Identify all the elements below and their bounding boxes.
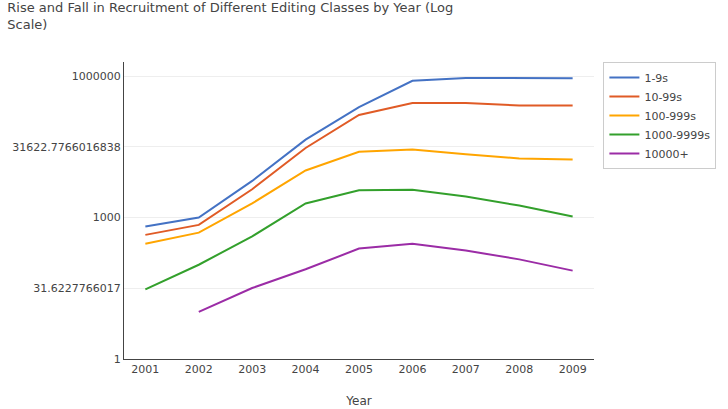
- svg-text:2006: 2006: [398, 363, 426, 376]
- svg-text:2008: 2008: [505, 363, 533, 376]
- svg-text:2005: 2005: [345, 363, 373, 376]
- svg-text:1000-9999s: 1000-9999s: [644, 129, 710, 142]
- svg-text:1000000: 1000000: [72, 70, 121, 83]
- svg-text:10000+: 10000+: [644, 148, 688, 161]
- svg-text:Rise and Fall in Recruitment o: Rise and Fall in Recruitment of Differen…: [7, 0, 453, 32]
- svg-text:1-9s: 1-9s: [644, 72, 668, 85]
- svg-text:31.6227766017: 31.6227766017: [33, 282, 120, 295]
- svg-text:2004: 2004: [292, 363, 320, 376]
- svg-text:2009: 2009: [559, 363, 587, 376]
- svg-text:1000: 1000: [93, 211, 121, 224]
- svg-text:1: 1: [114, 353, 121, 366]
- svg-text:31622.7766016838: 31622.7766016838: [12, 141, 120, 154]
- svg-text:Year: Year: [345, 394, 371, 408]
- svg-text:2007: 2007: [452, 363, 480, 376]
- svg-text:100-999s: 100-999s: [644, 110, 696, 123]
- svg-text:10-99s: 10-99s: [644, 91, 682, 104]
- svg-text:2001: 2001: [131, 363, 159, 376]
- svg-text:2003: 2003: [238, 363, 266, 376]
- svg-text:2002: 2002: [185, 363, 213, 376]
